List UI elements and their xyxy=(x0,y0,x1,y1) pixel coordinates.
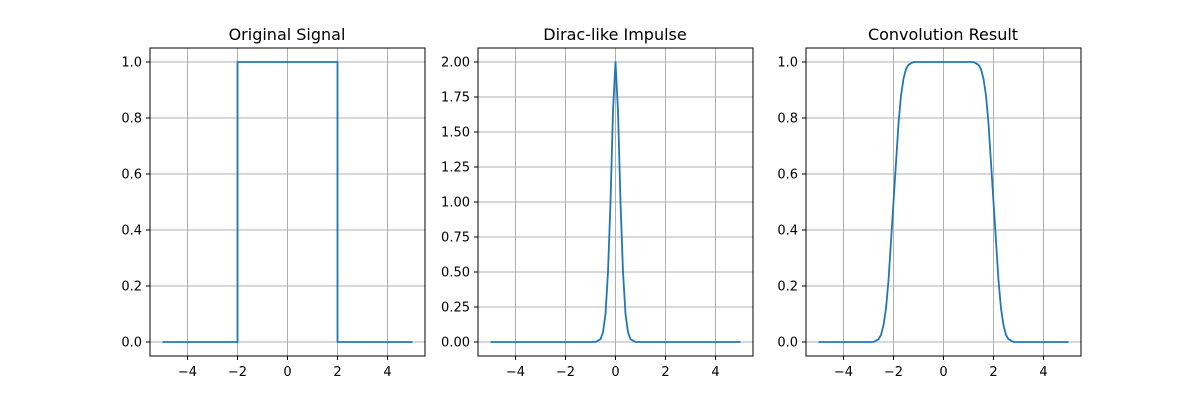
subplot-1-ytick-label-5: 1.0 xyxy=(121,56,142,71)
subplot-3-plot-area: −4 −2 0 2 4 0.0 0.2 0.4 0.6 0.8 1.0 xyxy=(777,47,1082,380)
subplot-1-xtick-label-3: 2 xyxy=(333,365,341,380)
subplot-1-series-line-0 xyxy=(162,61,413,343)
subplot-3-xtick-label-1: −2 xyxy=(884,365,903,380)
subplot-1-xtick-label-4: 4 xyxy=(383,365,391,380)
subplot-1-ytick-label-1: 0.2 xyxy=(121,280,142,295)
subplot-2-ytick-label-2: 0.50 xyxy=(441,266,470,281)
subplot-3-series-line-0 xyxy=(818,61,1069,343)
subplot-2-ytick-label-7: 1.75 xyxy=(441,91,470,106)
subplot-2-ytick-label-0: 0.00 xyxy=(441,336,470,351)
subplot-2-ytick-label-4: 1.00 xyxy=(441,196,470,211)
subplot-1-ytick-label-3: 0.6 xyxy=(121,168,142,183)
subplot-2-xtick-label-1: −2 xyxy=(556,365,575,380)
subplot-3-ytick-label-5: 1.0 xyxy=(777,56,798,71)
subplot-3-ytick-label-0: 0.0 xyxy=(777,336,798,351)
subplot-1-ytick-label-2: 0.4 xyxy=(121,224,142,239)
subplot-3-ytick-label-3: 0.6 xyxy=(777,168,798,183)
subplot-3-ytick-label-2: 0.4 xyxy=(777,224,798,239)
subplot-2-xtick-label-0: −4 xyxy=(506,365,525,380)
subplot-1-title: Original Signal xyxy=(229,25,346,44)
subplot-2-series-line-0 xyxy=(490,61,741,343)
subplot-1-ytick-label-4: 0.8 xyxy=(121,112,142,127)
subplot-1-xtick-label-2: 0 xyxy=(283,365,291,380)
subplot-2-ytick-label-6: 1.50 xyxy=(441,126,470,141)
subplot-3-xtick-label-3: 2 xyxy=(989,365,997,380)
subplot-2-ytick-label-5: 1.25 xyxy=(441,161,470,176)
subplot-1-ytick-label-0: 0.0 xyxy=(121,336,142,351)
subplot-1-xtick-label-0: −4 xyxy=(178,365,197,380)
subplot-2-plot-area: −4 −2 0 2 4 0.00 0.25 0.50 0.75 1.00 1.25 1.50 1.75 2… xyxy=(441,47,754,380)
subplot-2-xtick-label-2: 0 xyxy=(611,365,619,380)
subplot-2-ytick-label-8: 2.00 xyxy=(441,56,470,71)
subplot-1: Original Signal −4 −2 0 2 4 0.0 0.2 0.4 0.6 0.8 1.… xyxy=(121,25,426,380)
subplot-3-ytick-label-1: 0.2 xyxy=(777,280,798,295)
subplot-2-ytick-label-1: 0.25 xyxy=(441,301,470,316)
subplot-3-xtick-label-4: 4 xyxy=(1039,365,1047,380)
subplot-3-ytick-label-4: 0.8 xyxy=(777,112,798,127)
subplot-3-xtick-label-0: −4 xyxy=(834,365,853,380)
subplot-3-xtick-label-2: 0 xyxy=(939,365,947,380)
subplot-3-title: Convolution Result xyxy=(868,25,1018,44)
subplot-1-xtick-label-1: −2 xyxy=(228,365,247,380)
subplot-2-title: Dirac-like Impulse xyxy=(543,25,686,44)
subplot-3: Convolution Result −4 −2 0 2 4 0.0 0.2 0.4 0.6 0.… xyxy=(777,25,1082,380)
subplot-2-ytick-label-3: 0.75 xyxy=(441,231,470,246)
subplot-2: Dirac-like Impulse −4 −2 0 2 4 0.00 0.25 0.50 0.… xyxy=(441,25,754,380)
subplot-2-xtick-label-3: 2 xyxy=(661,365,669,380)
subplot-2-xtick-label-4: 4 xyxy=(711,365,719,380)
subplot-1-plot-area: −4 −2 0 2 4 0.0 0.2 0.4 0.6 0.8 1.0 xyxy=(121,47,426,380)
